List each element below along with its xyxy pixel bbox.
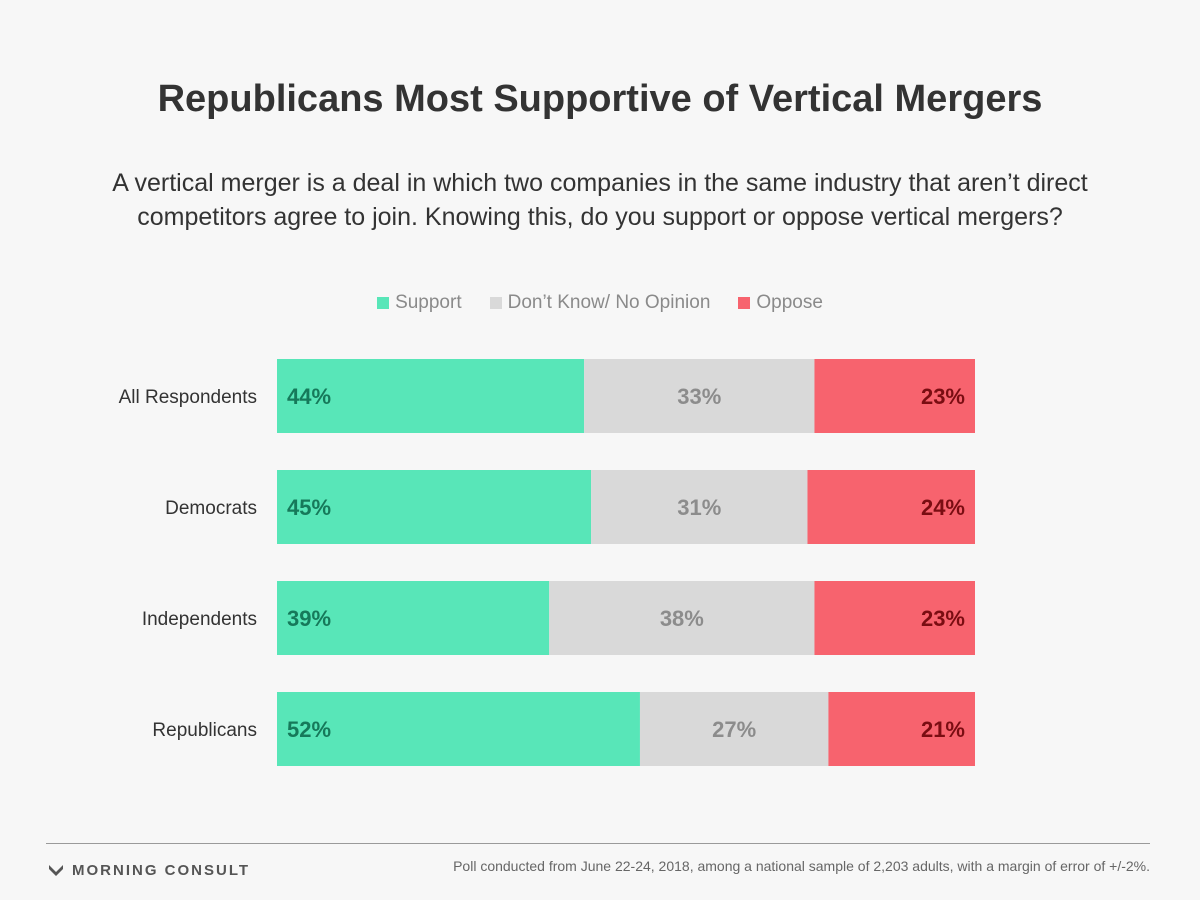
data-label-dont-know: 27% — [712, 717, 756, 742]
bar-segment-oppose — [828, 692, 975, 766]
legend-item-oppose: Oppose — [738, 292, 823, 314]
bar-segment-dont-know — [591, 470, 808, 544]
legend-item-support: Support — [377, 292, 462, 314]
bar-row: Democrats 45% 31% 24% — [165, 470, 975, 544]
data-label-dont-know: 31% — [677, 495, 721, 520]
category-label: Democrats — [165, 498, 257, 519]
bar-segment-dont-know — [584, 359, 815, 433]
bar-segment-support — [277, 470, 592, 544]
legend-swatch-support — [377, 297, 390, 309]
bar-segment-oppose — [814, 359, 975, 433]
data-label-support: 52% — [287, 717, 331, 742]
footer-divider — [46, 843, 1150, 844]
legend-label-support: Support — [395, 292, 462, 313]
data-label-dont-know: 33% — [677, 384, 721, 409]
data-label-oppose: 21% — [921, 717, 965, 742]
legend-label-dont-know: Don’t Know/ No Opinion — [507, 292, 711, 313]
bar-row: Independents 39% 38% 23% — [142, 581, 975, 655]
chart-title: Republicans Most Supportive of Vertical … — [157, 78, 1043, 120]
legend-swatch-oppose — [738, 297, 751, 309]
bar-segment-support — [277, 359, 585, 433]
category-label: All Respondents — [119, 387, 257, 408]
chart-subtitle: A vertical merger is a deal in which two… — [112, 169, 1088, 231]
category-label: Republicans — [152, 720, 257, 741]
bar-segment-support — [277, 692, 640, 766]
bar-segment-oppose — [814, 581, 975, 655]
brand-name: MORNING CONSULT — [72, 862, 251, 879]
data-label-support: 39% — [287, 606, 331, 631]
legend: Support Don’t Know/ No Opinion Oppose — [0, 292, 1200, 314]
brand-logo: MORNING CONSULT — [48, 862, 250, 879]
bar-row: Republicans 52% 27% 21% — [152, 692, 975, 766]
data-label-oppose: 24% — [921, 495, 965, 520]
data-label-oppose: 23% — [921, 384, 965, 409]
bar-row: All Respondents 44% 33% 23% — [119, 359, 975, 433]
bar-segment-support — [277, 581, 550, 655]
poll-footnote: Poll conducted from June 22-24, 2018, am… — [453, 858, 1150, 874]
data-label-support: 45% — [287, 495, 331, 520]
data-label-oppose: 23% — [921, 606, 965, 631]
bar-segment-dont-know — [639, 692, 829, 766]
bar-segment-oppose — [807, 470, 975, 544]
bar-segment-dont-know — [549, 581, 815, 655]
category-label: Independents — [142, 609, 257, 630]
legend-item-dont-know: Don’t Know/ No Opinion — [489, 292, 711, 314]
legend-label-oppose: Oppose — [756, 292, 823, 313]
data-label-dont-know: 38% — [660, 606, 704, 631]
data-label-support: 44% — [287, 384, 331, 409]
legend-swatch-dont-know — [489, 297, 502, 309]
morning-consult-logo-icon — [49, 864, 63, 876]
